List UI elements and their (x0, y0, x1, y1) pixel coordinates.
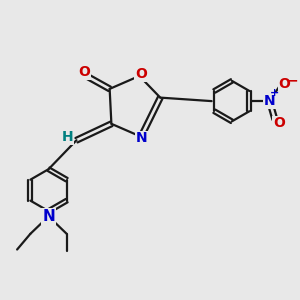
Text: N: N (42, 209, 55, 224)
Text: +: + (270, 88, 280, 98)
Text: O: O (135, 67, 147, 81)
Text: H: H (62, 130, 74, 144)
Text: O: O (79, 65, 90, 79)
Text: O: O (273, 116, 285, 130)
Text: −: − (286, 73, 298, 87)
Text: N: N (136, 131, 148, 146)
Text: N: N (264, 94, 275, 108)
Text: O: O (278, 76, 290, 91)
